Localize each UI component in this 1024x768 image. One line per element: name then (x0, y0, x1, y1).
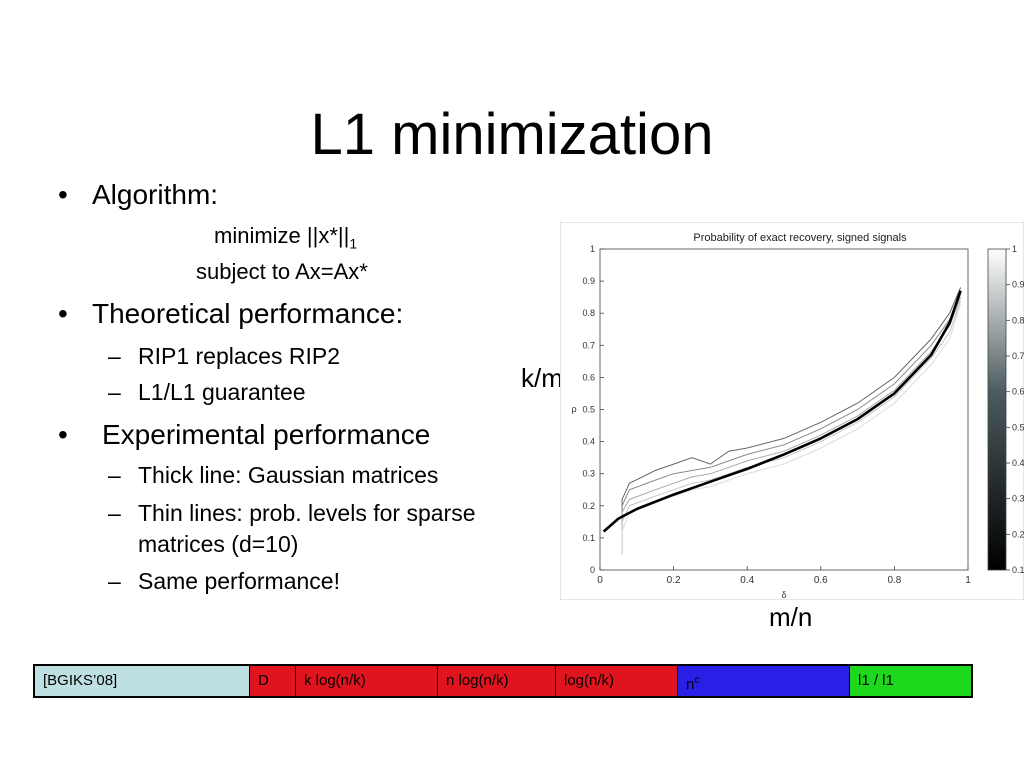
y-axis: 0 0.1 0.2 0.3 0.4 0.5 0.6 0.7 0.8 0.9 1 (582, 244, 604, 575)
colorbar-ticks: 0.1 0.2 0.3 0.4 0.5 0.6 0.7 0.8 0.9 1 (1006, 244, 1024, 575)
colorbar-tick-label: 0.1 (1012, 565, 1024, 575)
colorbar-tick-label: 0.4 (1012, 458, 1024, 468)
y-tick-label: 1 (590, 244, 595, 254)
x-tick-label: 1 (965, 575, 971, 586)
sub-text: RIP1 replaces RIP2 (138, 343, 340, 369)
recovery-chart: Probability of exact recovery, signed si… (560, 222, 1024, 600)
sub-item: – Same performance! (108, 567, 340, 595)
sub-item: – RIP1 replaces RIP2 (108, 342, 340, 370)
figure-x-label: m/n (769, 602, 813, 632)
bullet-experiment: • Experimental performance (58, 418, 430, 452)
x-axis-label: δ (781, 590, 786, 600)
dash: – (108, 343, 121, 369)
sub-text: Thick line: Gaussian matrices (138, 462, 439, 488)
sub-item: – L1/L1 guarantee (108, 378, 306, 406)
figure-y-label: k/m (521, 363, 563, 393)
colorbar-tick-label: 0.2 (1012, 529, 1024, 539)
dash: – (108, 379, 121, 405)
table-cell-encode-time: n log(n/k) (438, 666, 556, 696)
objective-text: minimize ||x*|| (214, 223, 350, 248)
colorbar-tick-label: 0.8 (1012, 315, 1024, 325)
bullet-text: Theoretical performance: (92, 298, 404, 329)
contour-line-2 (621, 293, 962, 507)
sub-item: – Thin lines: prob. levels for sparse (108, 499, 476, 527)
bullet-algorithm: • Algorithm: (58, 178, 218, 212)
sub-text: Thin lines: prob. levels for sparse (138, 500, 476, 526)
x-tick-label: 0.6 (814, 575, 828, 586)
x-tick-label: 0.8 (887, 575, 901, 586)
bullet-dot: • (58, 298, 68, 329)
gaussian-curve (602, 290, 962, 533)
recovery-time-exponent: c (694, 675, 700, 686)
colorbar (987, 248, 1007, 571)
plot-area (599, 248, 969, 571)
y-tick-label: 0.6 (582, 372, 595, 382)
contour-line-3 (621, 297, 962, 513)
y-tick-label: 0.2 (582, 501, 595, 511)
sub-text: Same performance! (138, 568, 340, 594)
y-tick-label: 0.7 (582, 340, 595, 350)
dash: – (108, 500, 121, 526)
x-tick-label: 0.2 (667, 575, 681, 586)
x-tick-label: 0.4 (740, 575, 754, 586)
colorbar-tick-label: 0.6 (1012, 387, 1024, 397)
slide-title: L1 minimization (310, 102, 714, 167)
chart-title: Probability of exact recovery, signed si… (693, 232, 907, 244)
colorbar-tick-label: 1 (1012, 244, 1017, 254)
colorbar-tick-label: 0.7 (1012, 351, 1024, 361)
colorbar-tick-label: 0.3 (1012, 494, 1024, 504)
recovery-time-base: n (686, 676, 695, 693)
table-cell-sketch-length: k log(n/k) (296, 666, 438, 696)
y-tick-label: 0.9 (582, 276, 595, 286)
y-tick-label: 0 (590, 565, 595, 575)
x-axis: 0 0.2 0.4 0.6 0.8 1 (597, 566, 971, 586)
y-tick-label: 0.4 (582, 437, 595, 447)
bullet-text: Algorithm: (92, 179, 219, 210)
sub-text: L1/L1 guarantee (138, 379, 306, 405)
dash: – (108, 568, 121, 594)
bullet-dot: • (58, 179, 68, 210)
sub-item-continuation: matrices (d=10) (138, 531, 299, 557)
chart-svg: Probability of exact recovery, signed si… (560, 222, 1024, 600)
objective-subscript: 1 (349, 235, 358, 252)
y-tick-label: 0.3 (582, 469, 595, 479)
bullet-dot: • (58, 419, 68, 450)
sub-item: – Thick line: Gaussian matrices (108, 461, 438, 489)
colorbar-tick-label: 0.5 (1012, 422, 1024, 432)
contour-line-1 (621, 287, 962, 500)
bullet-text: Experimental performance (102, 419, 431, 450)
algorithm-constraint: subject to Ax=Ax* (196, 259, 368, 284)
y-tick-label: 0.1 (582, 533, 595, 543)
y-tick-label: 0.5 (582, 405, 595, 415)
results-table-row: [BGIKS’08] D k log(n/k) n log(n/k) log(n… (33, 664, 973, 698)
table-cell-matrix: D (250, 666, 296, 696)
table-cell-update-time: log(n/k) (556, 666, 678, 696)
bullet-theory: • Theoretical performance: (58, 297, 403, 331)
algorithm-objective: minimize ||x*||1 (214, 222, 357, 257)
table-cell-recovery-time: nc (678, 666, 850, 696)
y-tick-label: 0.8 (582, 308, 595, 318)
table-cell-reference: [BGIKS’08] (35, 666, 250, 696)
contour-line-4 (621, 300, 962, 523)
y-axis-label: ρ (571, 404, 576, 414)
x-tick-label: 0 (597, 575, 603, 586)
colorbar-tick-label: 0.9 (1012, 280, 1024, 290)
thick-series-line (602, 290, 962, 533)
table-cell-guarantee: l1 / l1 (850, 666, 971, 696)
dash: – (108, 462, 121, 488)
